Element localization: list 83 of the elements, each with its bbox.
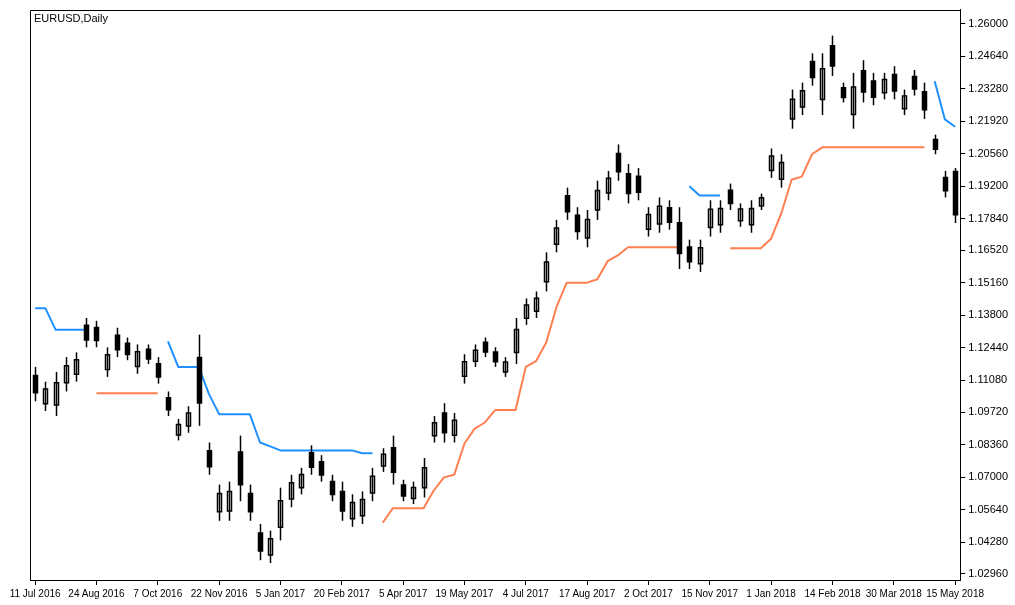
x-tick-label: 15 Nov 2017 (681, 587, 739, 599)
candlestick (737, 202, 744, 228)
candlestick (185, 405, 192, 434)
y-tick-label: 1.23280 (968, 81, 1008, 94)
candlestick (298, 467, 305, 496)
candlestick (73, 351, 80, 383)
candlestick (349, 493, 356, 528)
y-tick-label: 1.04280 (968, 535, 1008, 548)
candlestick (768, 147, 775, 179)
candlestick (380, 447, 387, 473)
x-tick-label: 19 May 2017 (435, 587, 494, 599)
x-tick-label: 2 Oct 2017 (623, 587, 674, 599)
y-tick-label: 1.16520 (968, 243, 1008, 256)
y-tick-label: 1.11080 (968, 373, 1008, 386)
candlestick (410, 480, 417, 505)
x-tick-label: 14 Feb 2018 (804, 587, 861, 599)
x-tick-label: 4 Jul 2017 (502, 587, 550, 599)
candlestick (789, 88, 796, 130)
candlestick (799, 81, 806, 116)
candlestick (850, 72, 857, 130)
candlestick (523, 297, 530, 326)
y-tick-label: 1.21920 (968, 114, 1008, 127)
y-tick-label: 1.20560 (968, 146, 1008, 159)
candlestick (543, 251, 550, 293)
x-tick-label: 5 Jan 2017 (255, 587, 306, 599)
candlestick (707, 199, 714, 238)
x-tick-label: 24 Aug 2016 (68, 587, 125, 599)
candlestick (53, 371, 60, 417)
candlestick (42, 380, 49, 412)
candlestick (226, 480, 233, 522)
candlestick (359, 490, 366, 525)
candlestick (778, 153, 785, 189)
y-tick-label: 1.24640 (968, 49, 1008, 62)
candlestick (431, 415, 438, 444)
candlestick (645, 206, 652, 238)
x-tick-label: 17 Aug 2017 (559, 587, 616, 599)
candlestick (553, 219, 560, 254)
y-tick-label: 1.08360 (968, 437, 1008, 450)
candlestick (513, 317, 520, 365)
candlestick (901, 88, 908, 116)
candlestick (717, 199, 724, 234)
y-tick-label: 1.09720 (968, 405, 1008, 418)
y-tick-label: 1.12440 (968, 340, 1008, 353)
candlestick (819, 52, 826, 116)
candlestick (175, 418, 182, 442)
candlestick (134, 343, 141, 375)
y-tick-label: 1.19200 (968, 179, 1008, 192)
x-tick-label: 5 Apr 2017 (378, 587, 428, 599)
x-tick-label: 1 Jan 2018 (746, 587, 797, 599)
candlestick (533, 290, 540, 319)
x-tick-label: 20 Feb 2017 (313, 587, 371, 599)
y-tick-label: 1.13800 (968, 308, 1008, 321)
candlestick (369, 467, 376, 502)
candlestick (656, 196, 663, 234)
chart-title: EURUSD,Daily (34, 11, 108, 24)
candlestick (472, 343, 479, 368)
candlestick (605, 170, 612, 202)
y-tick-label: 1.07000 (968, 470, 1008, 483)
candlestick (63, 356, 70, 393)
candlestick (461, 353, 468, 385)
candlestick (216, 483, 223, 522)
x-tick-label: 11 Jul 2016 (9, 587, 62, 599)
y-tick-label: 1.26000 (968, 16, 1008, 29)
candlestick (104, 346, 111, 378)
y-tick-label: 1.15160 (968, 275, 1008, 288)
candlestick (267, 529, 274, 564)
candlestick (451, 412, 458, 444)
candlestick (288, 474, 295, 508)
x-tick-label: 22 Nov 2016 (190, 587, 248, 599)
y-tick-label: 1.05640 (968, 502, 1008, 515)
candlestick (697, 238, 704, 273)
x-tick-label: 7 Oct 2016 (133, 587, 183, 599)
candlestick (594, 179, 601, 221)
x-tick-label: 30 Mar 2018 (865, 587, 923, 599)
candlestick (502, 356, 509, 378)
candlestick (277, 486, 284, 542)
candlestick (881, 72, 888, 101)
x-tick-label: 15 May 2018 (926, 587, 985, 599)
candlestick (421, 457, 428, 499)
candlestick (584, 209, 591, 249)
candlestick (748, 199, 755, 234)
y-tick-label: 1.17840 (968, 211, 1008, 224)
y-tick-label: 1.02960 (968, 566, 1008, 579)
